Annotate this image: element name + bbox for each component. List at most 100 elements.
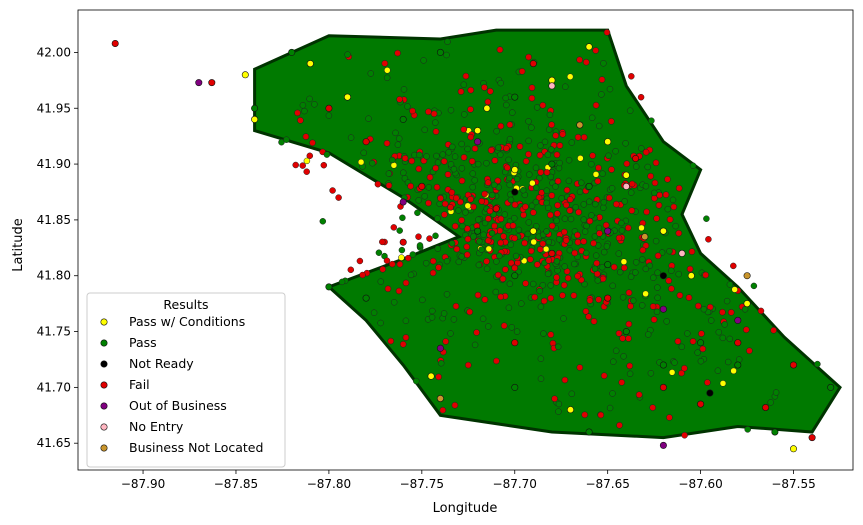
density-dot	[508, 324, 516, 331]
density-dot	[497, 122, 505, 130]
data-point	[399, 198, 407, 206]
data-point	[641, 233, 649, 241]
density-dot	[469, 170, 477, 177]
density-dot	[425, 184, 433, 191]
density-dot	[674, 338, 682, 345]
density-dot	[491, 157, 499, 164]
density-dot	[672, 222, 679, 230]
density-dot	[663, 318, 670, 325]
density-dot	[670, 203, 678, 211]
density-dot	[479, 315, 487, 323]
x-axis-ticks: −87.90 −87.85 −87.80 −87.75 −87.70 −87.65 −87.…	[121, 470, 816, 491]
density-dot	[518, 300, 525, 307]
data-point	[251, 104, 259, 112]
density-dot	[606, 85, 614, 93]
density-dot	[665, 277, 672, 284]
density-dot	[588, 212, 595, 219]
density-dot	[303, 168, 310, 175]
density-dot	[443, 257, 451, 265]
density-dot	[404, 254, 412, 262]
density-dot	[626, 370, 634, 378]
density-dot	[714, 367, 722, 374]
density-dot	[392, 129, 399, 137]
density-dot	[610, 263, 618, 271]
density-dot	[420, 57, 427, 64]
density-dot	[365, 115, 372, 122]
y-tick-label: 41.70	[37, 380, 71, 394]
density-dot	[441, 200, 449, 208]
density-dot	[616, 268, 624, 276]
density-dot	[662, 191, 670, 198]
density-dot	[462, 209, 469, 216]
density-dot	[566, 73, 574, 80]
density-dot	[407, 271, 415, 279]
data-point	[734, 316, 742, 324]
density-dot	[668, 285, 675, 292]
density-dot	[463, 243, 471, 251]
density-dot	[384, 67, 391, 74]
density-dot	[415, 165, 423, 173]
density-dot	[565, 177, 573, 185]
x-tick-label: −87.55	[771, 477, 815, 491]
density-dot	[536, 287, 543, 295]
density-dot	[320, 161, 328, 169]
density-dot	[497, 293, 504, 301]
y-tick-label: 41.85	[37, 213, 71, 227]
density-dot	[574, 272, 581, 280]
density-dot	[568, 139, 576, 146]
density-dot	[473, 329, 480, 336]
density-dot	[539, 240, 547, 248]
density-dot	[582, 249, 590, 257]
density-dot	[600, 372, 608, 379]
density-dot	[649, 303, 657, 310]
data-point	[604, 294, 612, 302]
density-dot	[621, 264, 628, 272]
density-dot	[506, 181, 513, 189]
density-dot	[621, 198, 628, 205]
data-point	[827, 383, 835, 391]
density-dot	[681, 432, 688, 439]
density-dot	[651, 189, 658, 197]
density-dot	[421, 126, 428, 134]
density-dot	[467, 196, 474, 203]
density-dot	[506, 135, 514, 143]
density-dot	[606, 404, 614, 412]
density-dot	[594, 277, 602, 284]
density-dot	[618, 379, 625, 386]
data-point	[706, 389, 714, 397]
density-dot	[602, 221, 610, 229]
density-dot	[481, 296, 489, 303]
density-dot	[676, 292, 684, 299]
density-dot	[628, 73, 635, 80]
density-dot	[653, 308, 661, 316]
data-points	[111, 39, 835, 453]
y-tick-label: 41.65	[37, 436, 71, 450]
legend-marker	[100, 381, 108, 389]
density-dot	[292, 161, 299, 169]
density-dot	[311, 101, 318, 108]
density-dot	[727, 309, 735, 316]
density-dot	[460, 126, 468, 133]
density-dot	[638, 224, 645, 232]
density-dot	[566, 246, 574, 254]
density-dot	[619, 294, 627, 301]
density-dot	[554, 343, 562, 351]
density-dot	[610, 358, 617, 365]
density-dot	[329, 187, 336, 194]
density-dot	[548, 146, 555, 153]
density-dot	[413, 377, 420, 385]
density-dot	[688, 248, 696, 255]
data-point	[474, 127, 482, 135]
density-dot	[608, 185, 616, 192]
data-point	[743, 300, 751, 308]
y-tick-label: 41.75	[37, 325, 71, 339]
density-dot	[409, 251, 417, 258]
density-dot	[600, 204, 607, 211]
density-dot	[666, 247, 673, 255]
density-dot	[707, 317, 715, 324]
density-dot	[435, 264, 442, 271]
density-dot	[384, 285, 392, 293]
density-dot	[723, 297, 731, 305]
density-dot	[323, 151, 331, 158]
density-dot	[586, 198, 593, 205]
